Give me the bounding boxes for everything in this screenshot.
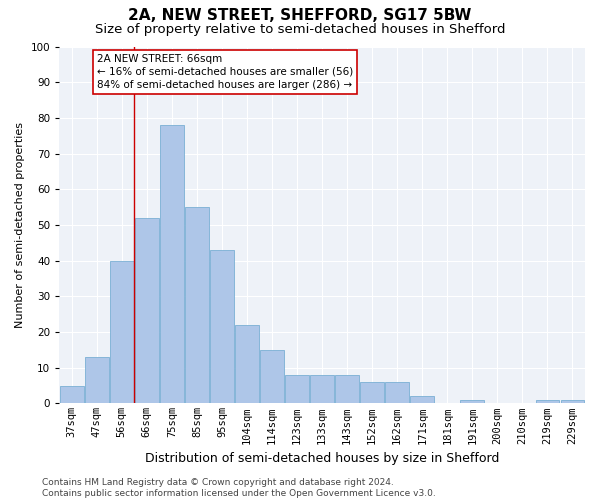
Bar [60, 386, 83, 404]
Bar [310, 375, 334, 404]
Bar [536, 400, 559, 404]
Bar [160, 125, 184, 404]
X-axis label: Distribution of semi-detached houses by size in Shefford: Distribution of semi-detached houses by … [145, 452, 499, 465]
Text: Size of property relative to semi-detached houses in Shefford: Size of property relative to semi-detach… [95, 22, 505, 36]
Bar [460, 400, 484, 404]
Bar [85, 357, 109, 404]
Bar [260, 350, 284, 404]
Y-axis label: Number of semi-detached properties: Number of semi-detached properties [15, 122, 25, 328]
Bar [560, 400, 584, 404]
Text: Contains HM Land Registry data © Crown copyright and database right 2024.
Contai: Contains HM Land Registry data © Crown c… [42, 478, 436, 498]
Bar [185, 207, 209, 404]
Bar [360, 382, 384, 404]
Bar [410, 396, 434, 404]
Bar [110, 260, 134, 404]
Bar [385, 382, 409, 404]
Bar [135, 218, 159, 404]
Bar [235, 325, 259, 404]
Bar [335, 375, 359, 404]
Text: 2A, NEW STREET, SHEFFORD, SG17 5BW: 2A, NEW STREET, SHEFFORD, SG17 5BW [128, 8, 472, 22]
Bar [210, 250, 234, 404]
Bar [285, 375, 309, 404]
Text: 2A NEW STREET: 66sqm
← 16% of semi-detached houses are smaller (56)
84% of semi-: 2A NEW STREET: 66sqm ← 16% of semi-detac… [97, 54, 353, 90]
